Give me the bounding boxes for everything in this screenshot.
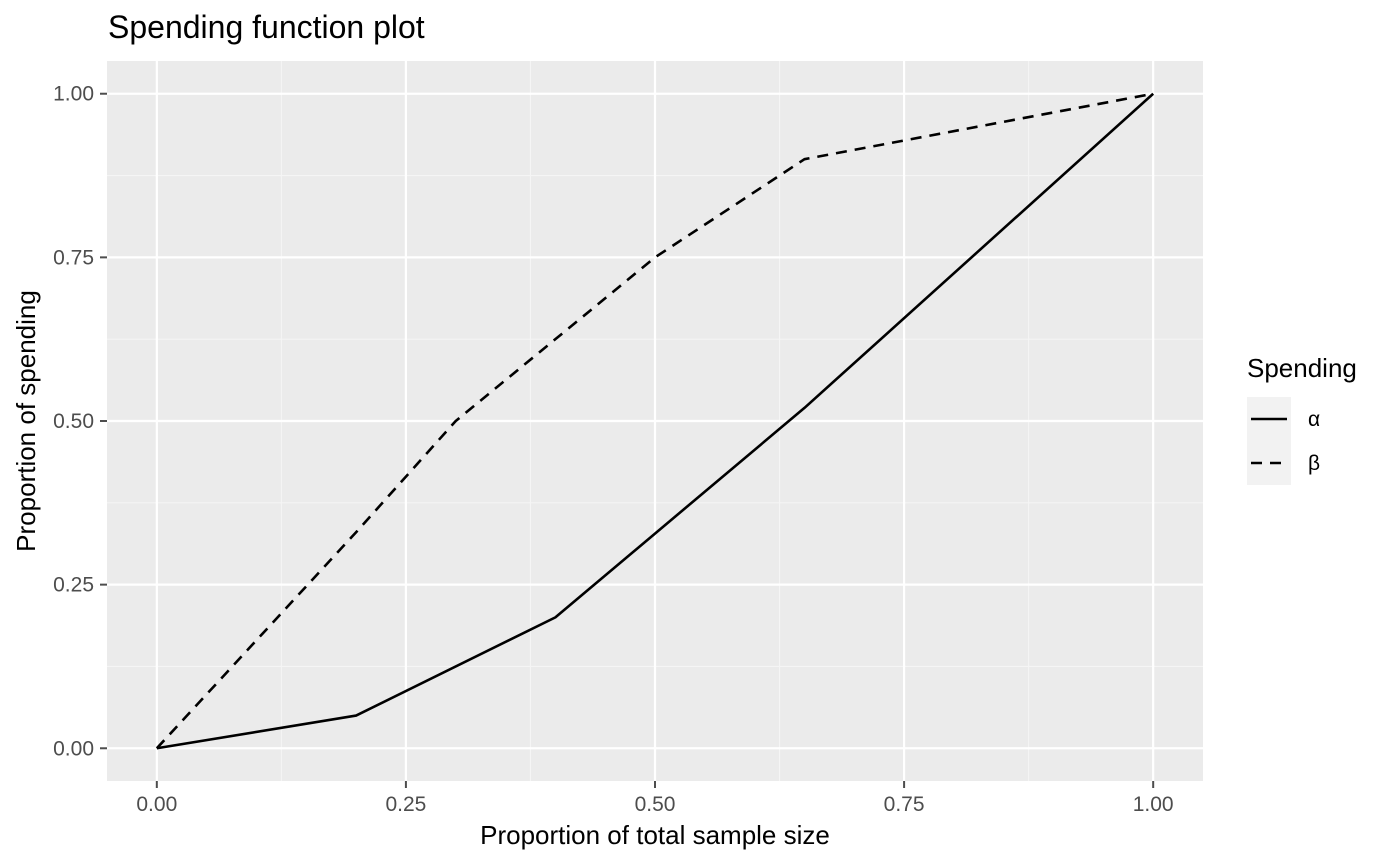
x-tick-label: 1.00	[1133, 793, 1174, 816]
chart-title: Spending function plot	[108, 9, 425, 45]
y-axis-title: Proportion of spending	[11, 290, 41, 552]
y-tick-label: 1.00	[53, 83, 94, 106]
x-tick-label: 0.25	[385, 793, 426, 816]
x-tick-label: 0.75	[884, 793, 925, 816]
series-lines	[155, 92, 1155, 750]
x-tick-label: 0.00	[136, 793, 177, 816]
y-tick-label: 0.25	[53, 574, 94, 597]
legend-label-beta: β	[1308, 452, 1320, 475]
y-axis: 0.00 0.25 0.50 0.75 1.00	[53, 83, 107, 760]
y-tick-label: 0.50	[53, 410, 94, 433]
legend: Spending αβ	[1247, 353, 1357, 485]
major-gridlines	[107, 61, 1203, 781]
legend-title: Spending	[1247, 353, 1357, 383]
y-tick-label: 0.75	[53, 246, 94, 269]
x-tick-label: 0.50	[635, 793, 676, 816]
series-line-beta	[155, 92, 1154, 750]
legend-label-alpha: α	[1308, 408, 1320, 431]
x-axis: 0.00 0.25 0.50 0.75 1.00	[136, 781, 1174, 816]
x-axis-title: Proportion of total sample size	[480, 820, 830, 850]
series-line-alpha	[156, 92, 1155, 750]
y-tick-label: 0.00	[53, 737, 94, 760]
